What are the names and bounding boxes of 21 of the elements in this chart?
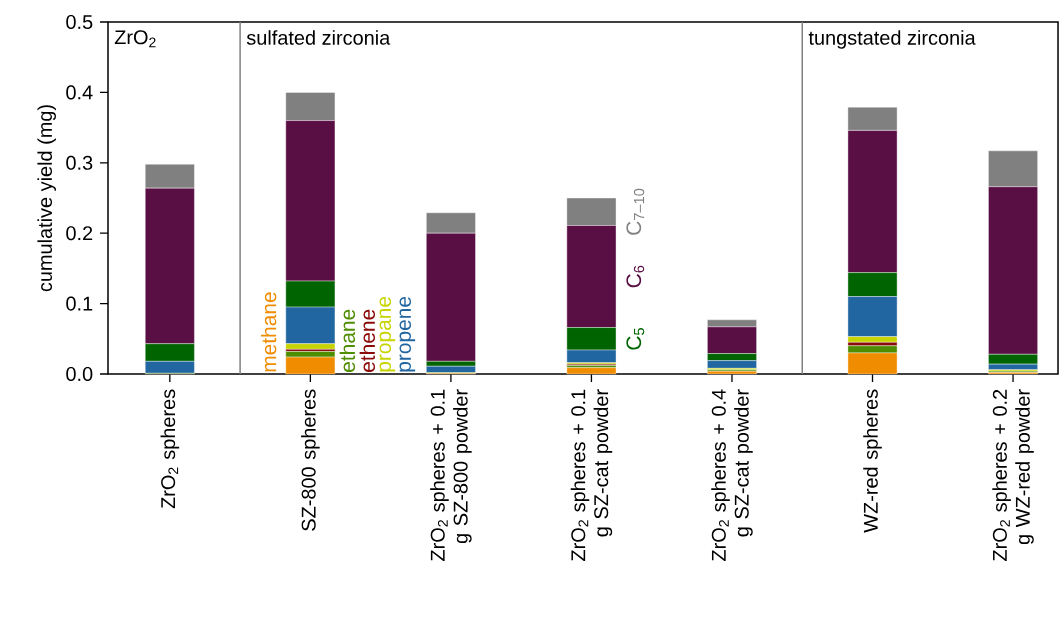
y-tick-label: 0.1: [66, 296, 93, 311]
text: C$_{7–10}$: [626, 188, 645, 235]
y-tick-label: 0.5: [66, 14, 93, 30]
y-axis-title: cumulative yield (mg): [37, 105, 56, 292]
text: C$_{5}$: [626, 328, 645, 350]
y-tick-label: 0.4: [66, 85, 93, 100]
annotation: tungstated zirconia: [808, 30, 976, 49]
x-tick-label: ZrO$_{2}$ spheres: [160, 389, 180, 509]
text: propane: [379, 296, 396, 372]
text: propene: [399, 296, 416, 372]
y-tick-label: 0.2: [66, 226, 93, 241]
text: ethane: [339, 309, 356, 372]
y-tick-label: 0.0: [66, 366, 93, 382]
text: methane: [260, 292, 277, 372]
x-tick-label: WZ-red spheres: [863, 389, 882, 533]
y-tick-label: 0.3: [66, 155, 93, 170]
text: ethene: [359, 309, 375, 372]
text: C$_{6}$: [626, 265, 645, 288]
annotation: ZrO$_{2}$: [114, 30, 156, 48]
annotation: sulfated zirconia: [246, 30, 391, 45]
x-tick-label: SZ-800 spheres: [301, 389, 320, 531]
